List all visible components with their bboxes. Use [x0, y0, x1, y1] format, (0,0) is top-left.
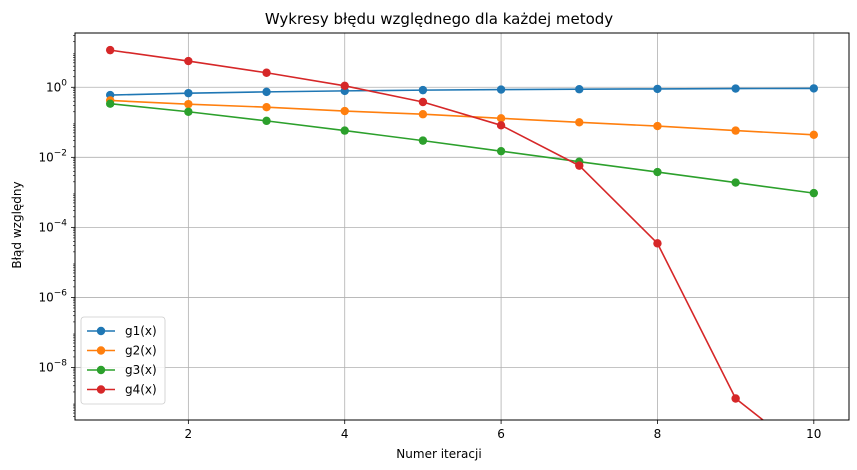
data-point [809, 188, 819, 198]
y-tick-label: 10−2 [38, 148, 67, 164]
data-point [418, 85, 428, 95]
series-2 [105, 96, 819, 139]
data-point [575, 118, 584, 127]
data-point [262, 103, 271, 112]
x-tick-label: 10 [806, 427, 821, 441]
data-point [184, 107, 193, 116]
x-tick-label: 8 [654, 427, 662, 441]
y-tick-label: 10−8 [38, 358, 67, 374]
data-point [809, 84, 819, 93]
data-point [809, 130, 819, 139]
x-tick-label: 6 [497, 427, 505, 441]
plot-frame [74, 32, 850, 421]
y-tick-label: 10−6 [38, 288, 67, 304]
data-point [496, 121, 506, 130]
legend-marker [96, 326, 106, 336]
series-line-4 [110, 49, 765, 420]
series-4 [105, 45, 765, 420]
data-point [184, 88, 193, 98]
series-line-3 [110, 102, 814, 194]
data-point [731, 394, 740, 403]
data-point [105, 99, 115, 108]
data-point [653, 121, 662, 131]
data-point [653, 84, 662, 94]
legend-marker [96, 385, 106, 394]
legend-label: g3(x) [125, 363, 157, 377]
y-tick-label: 10−4 [38, 218, 67, 234]
series-3 [105, 99, 819, 198]
axes: 2 4 6 8 10 100 10−2 10−4 10−6 10−8 [38, 35, 821, 441]
data-point [496, 114, 506, 123]
data-point [575, 161, 584, 170]
data-point [575, 85, 584, 94]
data-point [262, 116, 271, 126]
data-point [418, 110, 428, 119]
x-tick-label: 2 [185, 427, 193, 441]
series-line-2 [110, 99, 814, 136]
x-axis-title: Numer iteracji [396, 447, 481, 461]
data-point [340, 81, 349, 91]
series-layer [105, 45, 819, 420]
data-point [184, 99, 193, 109]
data-point [731, 126, 740, 135]
legend-label: g4(x) [125, 383, 157, 397]
series-1 [105, 84, 819, 100]
legend: g1(x) g2(x) g3(x) g4(x) [80, 316, 166, 405]
y-axis-title: Błąd względny [10, 181, 24, 268]
data-point [184, 56, 193, 66]
data-point [731, 178, 740, 187]
legend-label: g2(x) [125, 344, 157, 358]
x-tick-label: 4 [341, 427, 349, 441]
data-point [340, 106, 349, 116]
series-line-1 [110, 87, 814, 96]
chart-title: Wykresy błędu względnego dla każdej meto… [265, 10, 613, 28]
data-point [340, 126, 349, 135]
data-point [653, 239, 662, 248]
legend-label: g1(x) [125, 324, 157, 338]
data-point [731, 84, 740, 93]
y-tick-label: 100 [46, 78, 67, 94]
data-point [262, 68, 271, 77]
legend-marker [96, 346, 106, 355]
legend-marker [96, 365, 106, 375]
data-point [496, 146, 506, 156]
data-point [418, 97, 428, 107]
data-point [418, 136, 428, 145]
data-point [105, 45, 115, 55]
data-point [262, 87, 271, 97]
data-point [653, 167, 662, 177]
data-point [496, 85, 506, 94]
legend-box [80, 316, 166, 405]
